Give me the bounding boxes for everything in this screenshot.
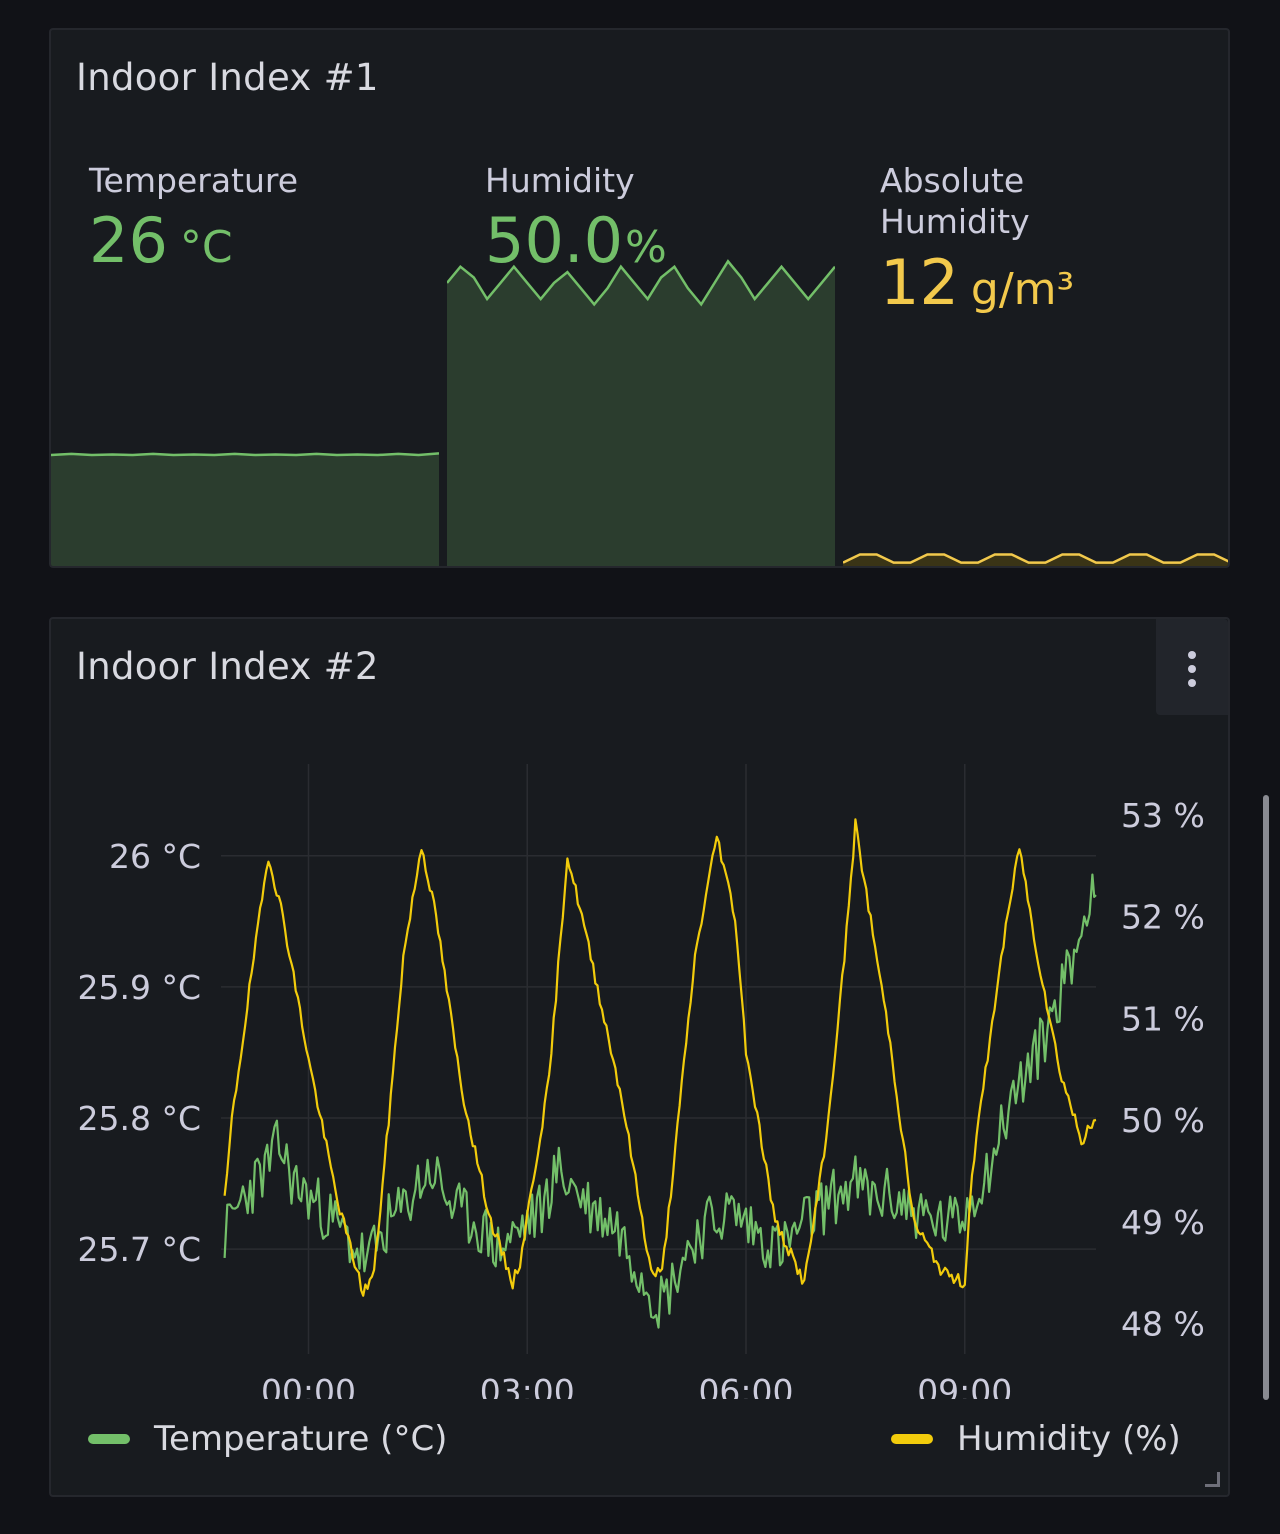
absolute-humidity-sparkline xyxy=(843,553,1228,566)
time-series-chart[interactable]: 00:00 03:00 06:00 09:00 25.7 °C 25.8 °C 25.9 °… xyxy=(51,619,1228,1399)
panel-title[interactable]: Indoor Index #1 xyxy=(76,56,379,99)
y-left-tick-label: 26 °C xyxy=(109,837,201,876)
y-right-tick-label: 51 % xyxy=(1121,999,1205,1038)
y-right-tick-label: 52 % xyxy=(1121,898,1205,937)
sparkline-line xyxy=(843,553,1228,564)
sparkline-area xyxy=(51,453,439,566)
temperature-unit: °C xyxy=(179,222,233,273)
legend-swatch-temperature xyxy=(88,1434,130,1444)
panel-menu-button[interactable] xyxy=(1156,619,1228,715)
absolute-humidity-value: 12 g/m³ xyxy=(880,246,1075,319)
absolute-humidity-stat[interactable]: Absolute Humidity 12 g/m³ xyxy=(843,30,1228,566)
humidity-unit: % xyxy=(625,222,667,273)
y-right-tick-label: 50 % xyxy=(1121,1101,1205,1140)
resize-handle-icon[interactable] xyxy=(1205,1472,1220,1487)
humidity-label: Humidity xyxy=(485,161,635,200)
legend-label-humidity: Humidity (%) xyxy=(957,1419,1181,1459)
y-right-tick-label: 53 % xyxy=(1121,796,1205,835)
kebab-dot xyxy=(1188,665,1196,673)
x-tick-label: 03:00 xyxy=(480,1372,575,1399)
legend-label-temperature: Temperature (°C) xyxy=(154,1419,448,1459)
absolute-humidity-unit: g/m³ xyxy=(970,264,1075,315)
y-right-tick-label: 49 % xyxy=(1121,1203,1205,1242)
absolute-humidity-label: Absolute Humidity xyxy=(880,161,1030,241)
sparkline-area xyxy=(843,554,1228,566)
legend-temperature[interactable]: Temperature (°C) xyxy=(88,1419,447,1459)
humidity-value: 50.0% xyxy=(485,204,667,277)
panel-title[interactable]: Indoor Index #2 xyxy=(76,645,379,688)
temperature-stat[interactable]: Temperature 26 °C xyxy=(51,30,439,566)
x-tick-label: 06:00 xyxy=(698,1372,793,1399)
y-left-tick-label: 25.7 °C xyxy=(77,1230,201,1269)
temperature-label: Temperature xyxy=(89,161,299,200)
humidity-series-line xyxy=(223,818,1097,1297)
sparkline-area xyxy=(447,261,835,566)
indoor-index-2-panel: Indoor Index #2 00:00 03:00 06:00 09:00 25.7… xyxy=(49,617,1230,1497)
x-tick-label: 00:00 xyxy=(261,1372,356,1399)
legend-swatch-humidity xyxy=(891,1434,933,1444)
temperature-series-line xyxy=(223,873,1097,1329)
x-tick-label: 09:00 xyxy=(917,1372,1012,1399)
y-left-tick-label: 25.8 °C xyxy=(77,1099,201,1138)
indoor-index-1-panel: Indoor Index #1 Temperature 26 °C Humidit… xyxy=(49,28,1230,568)
kebab-dot xyxy=(1188,679,1196,687)
humidity-stat[interactable]: Humidity 50.0% xyxy=(447,30,835,566)
temperature-value: 26 °C xyxy=(89,204,233,277)
sparkline-line xyxy=(51,452,439,457)
humidity-sparkline xyxy=(447,259,835,566)
legend-humidity[interactable]: Humidity (%) xyxy=(891,1419,1181,1459)
sparkline-line xyxy=(447,259,835,307)
page-scrollbar[interactable] xyxy=(1263,795,1269,1400)
y-right-tick-label: 48 % xyxy=(1121,1304,1205,1343)
temperature-sparkline xyxy=(51,452,439,566)
kebab-menu-icon xyxy=(1188,651,1196,659)
y-left-tick-label: 25.9 °C xyxy=(77,968,201,1007)
